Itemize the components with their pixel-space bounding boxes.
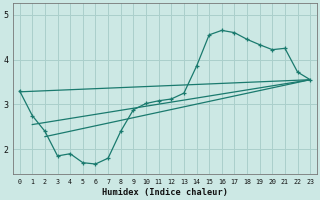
X-axis label: Humidex (Indice chaleur): Humidex (Indice chaleur) bbox=[102, 188, 228, 197]
